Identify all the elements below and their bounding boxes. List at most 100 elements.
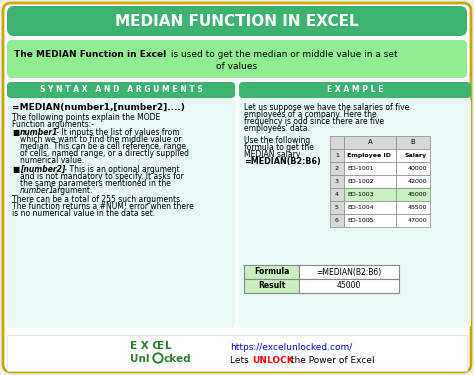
Bar — [330, 136, 344, 149]
Bar — [344, 175, 396, 188]
Text: ED-1002: ED-1002 — [347, 179, 374, 184]
Text: E: E — [157, 341, 164, 351]
Text: A: A — [368, 140, 373, 146]
Text: ED-1005: ED-1005 — [347, 218, 374, 223]
Text: MEDIAN salary: MEDIAN salary — [244, 150, 301, 159]
Text: Employee ID: Employee ID — [347, 153, 391, 158]
Text: the Power of Excel: the Power of Excel — [288, 356, 374, 365]
Bar — [344, 162, 396, 175]
Bar — [396, 175, 430, 188]
Circle shape — [155, 355, 161, 361]
Text: =MEDIAN(B2:B6): =MEDIAN(B2:B6) — [316, 267, 382, 276]
Text: employees of a company. Here the: employees of a company. Here the — [244, 110, 377, 119]
Text: UNLOCK: UNLOCK — [252, 356, 294, 365]
Text: the same parameters mentioned in the: the same parameters mentioned in the — [20, 179, 171, 188]
Text: is used to get the median or middle value in a set: is used to get the median or middle valu… — [168, 50, 398, 59]
Text: 40000: 40000 — [408, 166, 427, 171]
Bar — [330, 188, 344, 201]
Bar — [299, 265, 399, 279]
Text: The following points explain the MODE: The following points explain the MODE — [12, 113, 160, 122]
Text: numerical value.: numerical value. — [20, 156, 84, 165]
FancyBboxPatch shape — [239, 98, 471, 328]
Text: Salary: Salary — [405, 153, 427, 158]
Text: 6: 6 — [335, 218, 339, 223]
Bar — [396, 201, 430, 214]
Text: of values: of values — [217, 62, 257, 71]
Bar — [330, 162, 344, 175]
Bar — [330, 175, 344, 188]
FancyBboxPatch shape — [7, 6, 467, 36]
Bar — [7, 335, 467, 371]
Bar — [344, 188, 396, 201]
Text: The function returns a #NUM! error when there: The function returns a #NUM! error when … — [12, 202, 194, 211]
Bar — [396, 149, 430, 162]
Bar — [396, 188, 430, 201]
Bar — [344, 149, 396, 162]
Text: argument.: argument. — [50, 186, 92, 195]
Text: 45000: 45000 — [337, 282, 361, 291]
Circle shape — [153, 353, 163, 363]
Text: - It inputs the list of values from: - It inputs the list of values from — [54, 128, 180, 137]
Text: employees' data.: employees' data. — [244, 124, 310, 133]
Bar — [244, 265, 299, 279]
Text: 45500: 45500 — [408, 205, 427, 210]
FancyBboxPatch shape — [7, 98, 235, 328]
Text: E X C: E X C — [130, 341, 160, 351]
Text: =MEDIAN(number1,[number2]....): =MEDIAN(number1,[number2]....) — [12, 103, 185, 112]
Text: [number2]: [number2] — [20, 165, 65, 174]
FancyBboxPatch shape — [239, 82, 471, 98]
FancyBboxPatch shape — [7, 40, 467, 78]
Text: number1: number1 — [20, 186, 55, 195]
Bar — [396, 214, 430, 227]
FancyBboxPatch shape — [7, 82, 235, 98]
Text: 4: 4 — [335, 192, 339, 197]
Text: ED-1003: ED-1003 — [347, 192, 374, 197]
Text: S Y N T A X   A N D   A R G U M E N T S: S Y N T A X A N D A R G U M E N T S — [40, 86, 202, 94]
Text: 45000: 45000 — [408, 192, 427, 197]
Text: Lets: Lets — [230, 356, 252, 365]
Bar — [244, 279, 299, 293]
Text: =MEDIAN(B2:B6): =MEDIAN(B2:B6) — [244, 157, 321, 166]
Text: ■: ■ — [12, 128, 19, 137]
Text: https://excelunlocked.com/: https://excelunlocked.com/ — [230, 343, 352, 352]
Bar — [396, 136, 430, 149]
Text: Let us suppose we have the salaries of five: Let us suppose we have the salaries of f… — [244, 103, 409, 112]
Text: 5: 5 — [335, 205, 339, 210]
Bar — [344, 214, 396, 227]
Text: which we want to find the middle value or: which we want to find the middle value o… — [20, 135, 182, 144]
Text: is no numerical value in the data set.: is no numerical value in the data set. — [12, 209, 155, 218]
Bar — [299, 279, 399, 293]
Text: ED-1001: ED-1001 — [347, 166, 374, 171]
FancyBboxPatch shape — [3, 3, 471, 372]
Text: median. This can be a cell reference, range: median. This can be a cell reference, ra… — [20, 142, 186, 151]
Text: B: B — [410, 140, 415, 146]
Text: E X A M P L E: E X A M P L E — [327, 86, 383, 94]
Text: Function arguments:-: Function arguments:- — [12, 120, 94, 129]
Text: 47000: 47000 — [407, 218, 427, 223]
Text: cked: cked — [164, 354, 191, 364]
Bar — [344, 201, 396, 214]
Text: 2: 2 — [335, 166, 339, 171]
Text: 3: 3 — [335, 179, 339, 184]
Text: Unl: Unl — [130, 354, 149, 364]
Text: frequency is odd since there are five: frequency is odd since there are five — [244, 117, 384, 126]
Text: of cells, named range, or a directly supplied: of cells, named range, or a directly sup… — [20, 149, 189, 158]
Bar — [396, 162, 430, 175]
Bar — [330, 149, 344, 162]
Text: There can be a total of 255 such arguments.: There can be a total of 255 such argumen… — [12, 195, 182, 204]
Text: formula to get the: formula to get the — [244, 143, 314, 152]
Bar — [330, 214, 344, 227]
Text: 1: 1 — [335, 153, 339, 158]
Text: Result: Result — [258, 282, 285, 291]
Text: L: L — [165, 341, 172, 351]
Text: - This is an optional argument: - This is an optional argument — [62, 165, 180, 174]
Bar — [344, 136, 396, 149]
Text: ■: ■ — [12, 165, 19, 174]
Text: Formula: Formula — [254, 267, 289, 276]
Text: ED-1004: ED-1004 — [347, 205, 374, 210]
Text: The MEDIAN Function in Excel: The MEDIAN Function in Excel — [14, 50, 166, 59]
Text: MEDIAN FUNCTION IN EXCEL: MEDIAN FUNCTION IN EXCEL — [115, 13, 359, 28]
Text: number1: number1 — [20, 128, 58, 137]
Text: 42000: 42000 — [407, 179, 427, 184]
Text: and is not mandatory to specify. It asks for: and is not mandatory to specify. It asks… — [20, 172, 184, 181]
